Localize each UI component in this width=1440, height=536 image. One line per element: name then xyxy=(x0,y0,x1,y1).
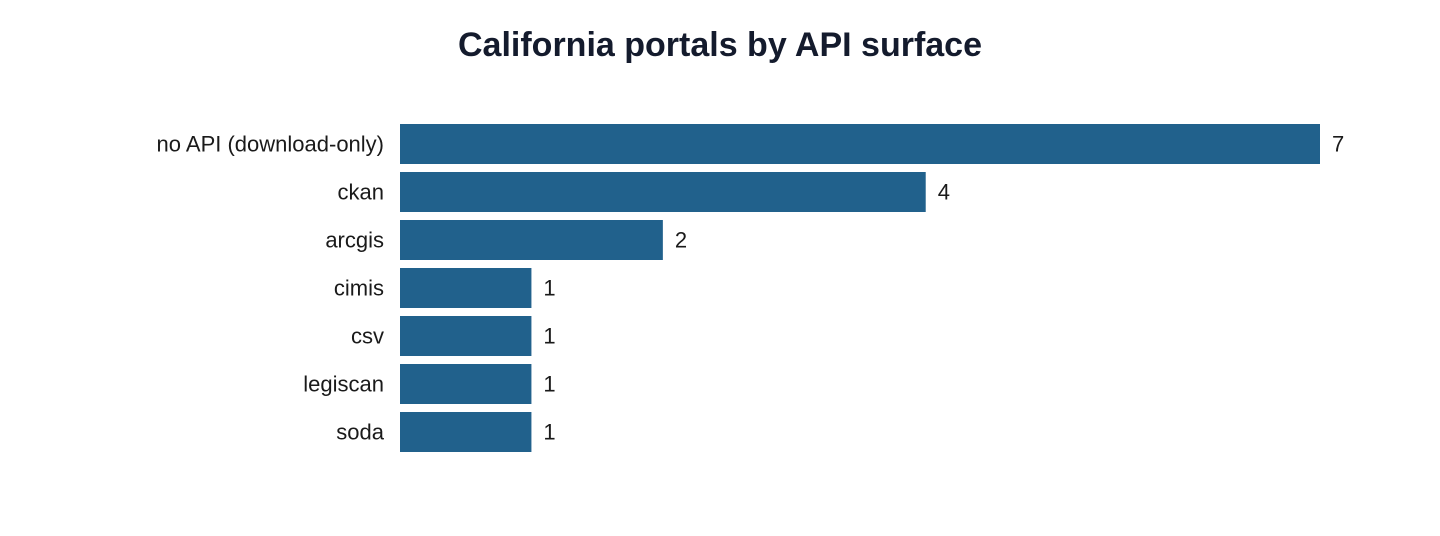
category-label-ckan: ckan xyxy=(338,180,384,205)
value-label-arcgis: 2 xyxy=(675,228,687,253)
category-label-arcgis: arcgis xyxy=(325,228,384,253)
chart-title: California portals by API surface xyxy=(458,26,982,64)
value-label-csv: 1 xyxy=(543,324,555,349)
bar-arcgis xyxy=(400,220,663,260)
category-label-cimis: cimis xyxy=(334,276,384,301)
value-label-cimis: 1 xyxy=(543,276,555,301)
bar-cimis xyxy=(400,268,532,308)
bar-soda xyxy=(400,412,532,452)
category-label-csv: csv xyxy=(351,324,384,349)
value-label-ckan: 4 xyxy=(938,180,950,205)
value-label-no-api-download-only: 7 xyxy=(1332,132,1344,157)
value-label-soda: 1 xyxy=(543,420,555,445)
value-label-legiscan: 1 xyxy=(543,372,555,397)
bar-ckan xyxy=(400,172,926,212)
category-label-soda: soda xyxy=(336,420,384,445)
bar-no-api-download-only xyxy=(400,124,1320,164)
bar-csv xyxy=(400,316,532,356)
category-label-legiscan: legiscan xyxy=(303,372,384,397)
category-label-no-api-download-only: no API (download-only) xyxy=(157,132,384,157)
bar-legiscan xyxy=(400,364,532,404)
